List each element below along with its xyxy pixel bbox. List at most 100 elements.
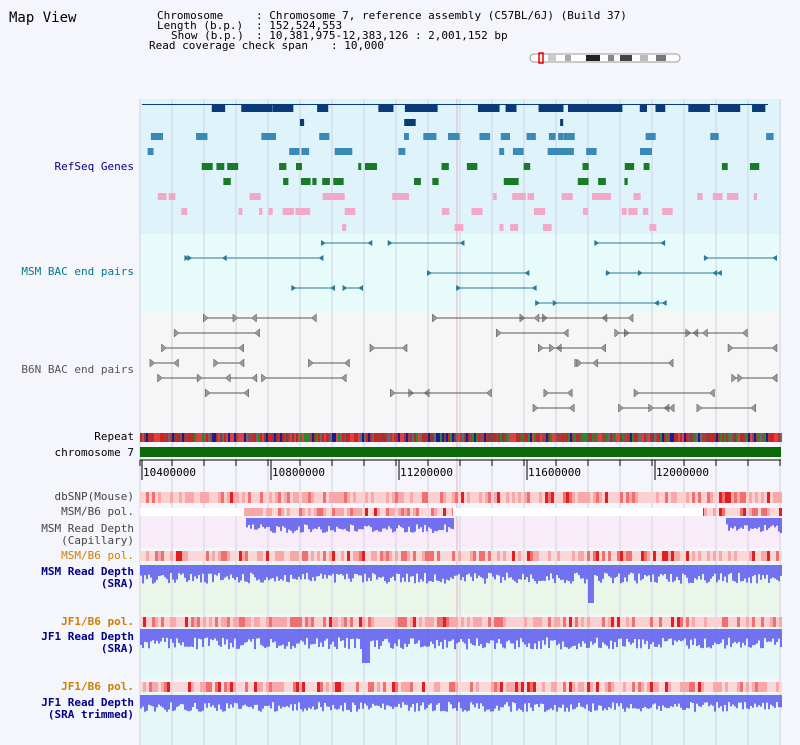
read-depth-bar (518, 695, 520, 709)
polymorphism-cell (305, 617, 308, 627)
read-depth-bar (304, 629, 306, 645)
polymorphism-cell (152, 551, 155, 561)
read-depth-bar (330, 629, 332, 645)
polymorphism-cell (617, 617, 620, 627)
polymorphism-cell (377, 492, 380, 503)
polymorphism-cell (392, 617, 395, 627)
polymorphism-cell (215, 492, 218, 503)
repeat-segment (620, 433, 622, 442)
repeat-segment (498, 433, 500, 442)
read-depth-bar (148, 629, 150, 649)
read-depth-bar (218, 565, 220, 574)
polymorphism-cell (662, 551, 665, 561)
read-depth-bar (488, 565, 490, 573)
read-depth-bar (178, 629, 180, 644)
read-depth-bar (240, 629, 242, 646)
read-depth-bar (770, 695, 772, 705)
polymorphism-cell (674, 551, 677, 561)
polymorphism-cell (344, 682, 347, 692)
polymorphism-cell (563, 617, 566, 627)
polymorphism-cell (299, 617, 302, 627)
polymorphism-cell (308, 508, 311, 516)
read-depth-bar (524, 695, 526, 704)
polymorphism-cell (566, 551, 569, 561)
read-depth-bar (180, 629, 182, 646)
refseq-gene (261, 133, 270, 140)
track-label-msm-bac[interactable]: MSM BAC end pairs (21, 265, 134, 278)
read-depth-bar (700, 695, 702, 707)
read-depth-bar (332, 565, 334, 574)
read-depth-bar (380, 695, 382, 708)
polymorphism-cell (407, 492, 410, 503)
polymorphism-cell (548, 682, 551, 692)
read-depth-bar (154, 695, 156, 712)
track-label-jf1-read-depth-trimmed[interactable]: JF1 Read Depth (SRA trimmed) (41, 696, 134, 721)
polymorphism-cell (254, 617, 257, 627)
read-depth-bar (256, 695, 258, 705)
polymorphism-cell (440, 492, 443, 503)
read-depth-bar (544, 565, 546, 581)
pol-gap (453, 508, 703, 516)
polymorphism-cell (347, 551, 350, 561)
read-depth-bar (180, 565, 182, 575)
polymorphism-cell (701, 682, 704, 692)
track-label-jf1-b6-pol-1[interactable]: JF1/B6 pol. (61, 615, 134, 628)
polymorphism-cell (626, 682, 629, 692)
track-label-b6n-bac[interactable]: B6N BAC end pairs (21, 363, 134, 376)
track-label-msm-read-depth-sra[interactable]: MSM Read Depth (SRA) (41, 565, 134, 590)
polymorphism-cell (758, 682, 761, 692)
read-depth-bar (748, 565, 750, 578)
polymorphism-cell (629, 551, 632, 561)
read-depth-bar (520, 629, 522, 639)
repeat-segment (568, 433, 570, 442)
read-depth-bar (564, 629, 566, 647)
track-label-jf1-read-depth-sra[interactable]: JF1 Read Depth (SRA) (41, 630, 134, 655)
polymorphism-cell (323, 551, 326, 561)
read-depth-bar (284, 629, 286, 649)
read-depth-bar (390, 518, 392, 529)
read-depth-bar (528, 695, 530, 704)
polymorphism-cell (656, 551, 659, 561)
polymorphism-cell (728, 508, 731, 516)
repeat-segment (232, 433, 234, 442)
polymorphism-cell (155, 682, 158, 692)
repeat-segment (492, 433, 494, 442)
track-label-repeat[interactable]: Repeat (94, 430, 134, 443)
polymorphism-cell (752, 492, 755, 503)
polymorphism-cell (443, 508, 446, 516)
track-label-dbsnp[interactable]: dbSNP(Mouse) (54, 490, 134, 503)
refseq-gene (766, 133, 774, 140)
read-depth-bar (400, 629, 402, 648)
repeat-segment (466, 433, 468, 442)
track-label-refseq[interactable]: RefSeq Genes (54, 160, 134, 173)
polymorphism-cell (680, 617, 683, 627)
repeat-segment (216, 433, 218, 442)
polymorphism-cell (368, 682, 371, 692)
polymorphism-cell (761, 508, 764, 516)
read-depth-bar (364, 565, 366, 574)
read-depth-bar (460, 565, 462, 581)
polymorphism-cell (305, 551, 308, 561)
read-depth-bar (332, 695, 334, 705)
polymorphism-cell (536, 682, 539, 692)
read-depth-bar (356, 518, 358, 532)
read-depth-bar (436, 518, 438, 532)
read-depth-bar (772, 695, 774, 707)
read-depth-bar (548, 629, 550, 649)
repeat-segment (326, 433, 328, 442)
polymorphism-cell (707, 682, 710, 692)
track-label-msm-read-depth-capillary[interactable]: MSM Read Depth (Capillary) (41, 522, 134, 547)
read-depth-bar (444, 518, 446, 525)
track-label-jf1-b6-pol-2[interactable]: JF1/B6 pol. (61, 680, 134, 693)
polymorphism-cell (416, 508, 419, 516)
read-depth-bar (716, 629, 718, 645)
track-label-msm-b6-pol-1[interactable]: MSM/B6 pol. (61, 505, 134, 518)
track-label-msm-b6-pol-2[interactable]: MSM/B6 pol. (61, 549, 134, 562)
refseq-gene (201, 163, 213, 170)
read-depth-bar (778, 518, 780, 532)
read-depth-bar (404, 629, 406, 644)
track-label-chromosome[interactable]: chromosome 7 (54, 446, 134, 459)
polymorphism-cell (716, 492, 719, 503)
polymorphism-cell (272, 551, 275, 561)
